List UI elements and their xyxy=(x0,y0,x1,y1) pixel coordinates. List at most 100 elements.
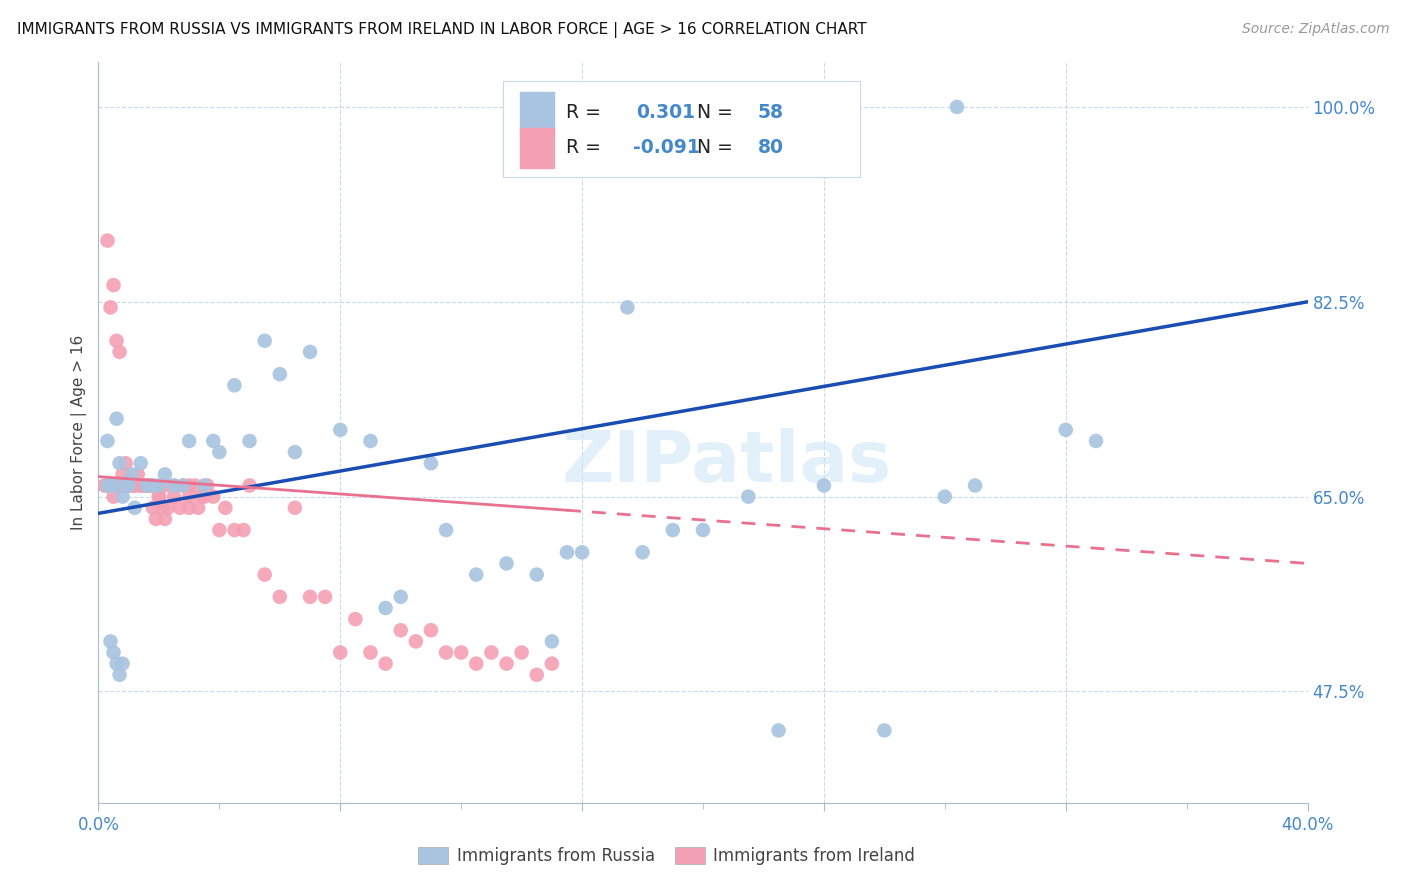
Point xyxy=(105,657,128,671)
Bar xyxy=(520,92,554,133)
Point xyxy=(96,234,118,248)
Point xyxy=(111,467,134,482)
Point xyxy=(329,646,352,660)
Point xyxy=(631,545,654,559)
Point xyxy=(253,334,276,348)
Point xyxy=(526,567,548,582)
Point xyxy=(132,478,155,492)
Point xyxy=(344,612,367,626)
Point xyxy=(124,478,146,492)
Point xyxy=(208,523,231,537)
Point xyxy=(873,723,896,738)
Point xyxy=(540,634,562,648)
Point xyxy=(946,100,969,114)
Point xyxy=(284,445,307,459)
Point xyxy=(193,490,215,504)
Point xyxy=(127,467,149,482)
Point xyxy=(465,657,488,671)
Point xyxy=(93,478,115,492)
Point xyxy=(465,567,488,582)
Point xyxy=(420,456,443,470)
Point xyxy=(389,590,412,604)
Point xyxy=(184,478,207,492)
Text: R =: R = xyxy=(567,138,607,158)
FancyBboxPatch shape xyxy=(503,81,860,178)
Point xyxy=(103,478,125,492)
Point xyxy=(195,478,218,492)
Point xyxy=(555,545,578,559)
Point xyxy=(269,367,291,381)
Point xyxy=(768,723,790,738)
Point xyxy=(111,490,134,504)
Text: N =: N = xyxy=(697,138,738,158)
Point xyxy=(434,523,457,537)
Point xyxy=(135,478,157,492)
Text: 80: 80 xyxy=(758,138,783,158)
Point xyxy=(114,478,136,492)
Point xyxy=(224,378,246,392)
Point xyxy=(692,523,714,537)
Point xyxy=(179,434,201,448)
Point xyxy=(374,657,396,671)
Point xyxy=(96,478,118,492)
Point xyxy=(145,512,167,526)
Point xyxy=(100,478,122,492)
Text: IMMIGRANTS FROM RUSSIA VS IMMIGRANTS FROM IRELAND IN LABOR FORCE | AGE > 16 CORR: IMMIGRANTS FROM RUSSIA VS IMMIGRANTS FRO… xyxy=(17,22,866,38)
Point xyxy=(153,467,176,482)
Point xyxy=(118,478,141,492)
Point xyxy=(103,646,125,660)
Point xyxy=(495,657,517,671)
Point xyxy=(389,624,412,638)
Point xyxy=(135,478,157,492)
Point xyxy=(150,500,173,515)
Point xyxy=(124,478,146,492)
Text: ZIPatlas: ZIPatlas xyxy=(562,428,893,497)
Point xyxy=(434,646,457,660)
Point xyxy=(118,478,141,492)
Point xyxy=(299,590,322,604)
Point xyxy=(253,567,276,582)
Point xyxy=(163,490,186,504)
Point xyxy=(172,478,194,492)
Bar xyxy=(520,128,554,169)
Point xyxy=(540,657,562,671)
Point xyxy=(202,490,225,504)
Point xyxy=(118,478,141,492)
Text: 58: 58 xyxy=(758,103,783,122)
Point xyxy=(172,478,194,492)
Point xyxy=(108,667,131,681)
Point xyxy=(360,434,382,448)
Point xyxy=(108,478,131,492)
Point xyxy=(111,478,134,492)
Point xyxy=(103,490,125,504)
Point xyxy=(96,478,118,492)
Point xyxy=(169,500,191,515)
Point xyxy=(737,490,759,504)
Point xyxy=(105,334,128,348)
Point xyxy=(148,490,170,504)
Point xyxy=(108,456,131,470)
Point xyxy=(163,478,186,492)
Point xyxy=(129,478,152,492)
Point xyxy=(129,456,152,470)
Point xyxy=(153,478,176,492)
Point xyxy=(1054,423,1077,437)
Point xyxy=(420,624,443,638)
Point xyxy=(142,500,165,515)
Point xyxy=(148,490,170,504)
Point xyxy=(121,467,143,482)
Point xyxy=(510,646,533,660)
Point xyxy=(179,500,201,515)
Text: N =: N = xyxy=(697,103,738,122)
Point xyxy=(111,657,134,671)
Point xyxy=(96,434,118,448)
Text: Source: ZipAtlas.com: Source: ZipAtlas.com xyxy=(1241,22,1389,37)
Point xyxy=(329,423,352,437)
Point xyxy=(179,490,201,504)
Point xyxy=(284,500,307,515)
Point xyxy=(148,478,170,492)
Point xyxy=(571,545,593,559)
Point xyxy=(114,478,136,492)
Legend: Immigrants from Russia, Immigrants from Ireland: Immigrants from Russia, Immigrants from … xyxy=(419,847,915,865)
Point xyxy=(179,478,201,492)
